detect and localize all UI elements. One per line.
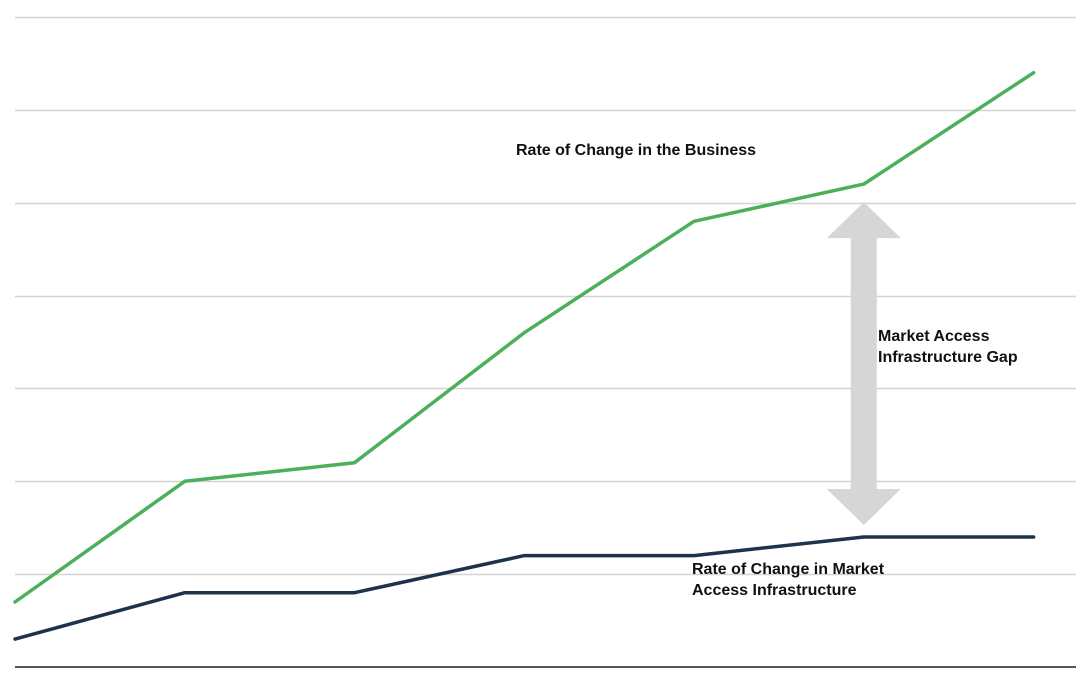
- gap-label: Market Access Infrastructure Gap: [878, 328, 1018, 366]
- series-lines: [13, 70, 1036, 641]
- infrastructure-series-line: [13, 535, 1036, 641]
- business-label-line: Rate of Change in the Business: [516, 142, 756, 159]
- infrastructure-label-line-2: Access Infrastructure: [692, 582, 857, 599]
- infrastructure-series-label: Rate of Change in Market Access Infrastr…: [692, 561, 888, 599]
- gap-label-line-2: Infrastructure Gap: [878, 349, 1018, 366]
- gap-arrow-group: [826, 202, 901, 525]
- business-series-line: [13, 70, 1036, 604]
- business-series-label: Rate of Change in the Business: [516, 142, 756, 159]
- gap-double-arrow: [826, 202, 901, 525]
- gap-label-line-1: Market Access: [878, 328, 990, 345]
- infrastructure-label-line-1: Rate of Change in Market: [692, 561, 885, 578]
